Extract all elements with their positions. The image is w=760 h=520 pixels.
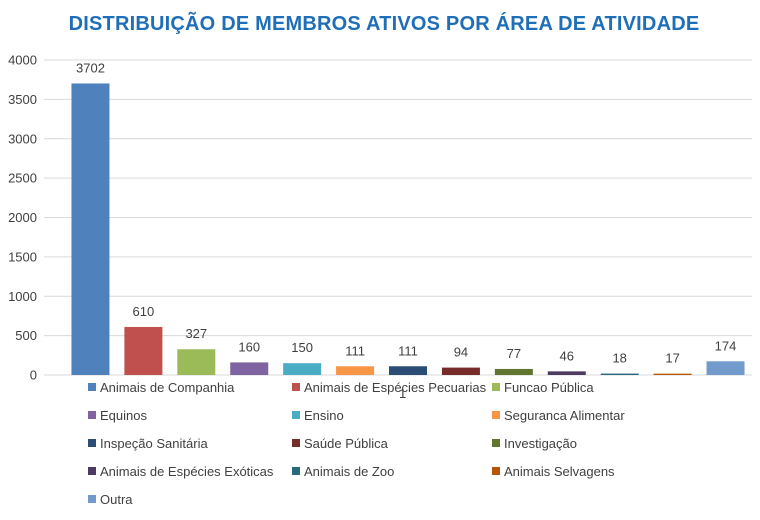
legend-item: Investigação	[492, 435, 577, 451]
legend-swatch	[88, 467, 96, 475]
bar	[336, 366, 375, 375]
y-tick-label: 4000	[8, 53, 37, 68]
y-tick-label: 3500	[8, 92, 37, 107]
bar	[547, 371, 586, 375]
bar-data-label: 174	[715, 338, 737, 353]
legend-label: Equinos	[100, 407, 147, 423]
bar	[653, 373, 692, 375]
legend-item: Inspeção Sanitária	[88, 435, 208, 451]
legend-swatch	[88, 411, 96, 419]
legend-label: Animais de Espécies Exóticas	[100, 463, 274, 479]
legend-swatch	[492, 439, 500, 447]
bar	[706, 361, 745, 375]
bar	[441, 367, 480, 375]
bar-data-label: 18	[612, 351, 626, 366]
y-tick-label: 500	[15, 328, 37, 343]
legend-swatch	[88, 495, 96, 503]
y-tick-label: 3000	[8, 131, 37, 146]
legend-swatch	[292, 383, 300, 391]
legend-item: Ensino	[292, 407, 344, 423]
legend-item: Animais de Zoo	[292, 463, 394, 479]
legend-label: Saúde Pública	[304, 435, 388, 451]
y-tick-label: 0	[30, 368, 37, 383]
bar	[124, 326, 163, 375]
legend-swatch	[492, 467, 500, 475]
bars	[71, 83, 745, 375]
bar-data-label: 94	[454, 345, 468, 360]
bar-data-label: 3702	[76, 60, 105, 75]
legend-item: Outra	[88, 491, 133, 507]
data-labels: 3702 610 327 160 150 111 111 94 77 46 18 17 174	[76, 60, 736, 365]
legend-label: Animais Selvagens	[504, 463, 615, 479]
bar	[494, 368, 533, 375]
legend-item: Animais de Companhia	[88, 379, 234, 395]
legend-item: Funcao Pública	[492, 379, 594, 395]
legend-swatch	[292, 467, 300, 475]
bar	[283, 363, 322, 375]
legend-item: Animais de Espécies Exóticas	[88, 463, 273, 479]
bar	[71, 83, 110, 375]
legend-label: Seguranca Alimentar	[504, 407, 625, 423]
bar	[177, 349, 216, 375]
legend-swatch	[492, 411, 500, 419]
bar-data-label: 77	[507, 346, 521, 361]
legend-label: Funcao Pública	[504, 379, 594, 395]
bar-data-label: 327	[185, 326, 207, 341]
y-axis-ticks: 0 500 1000 1500 2000 2500 3000 3500 4000	[8, 53, 37, 383]
legend-label: Inspeção Sanitária	[100, 435, 208, 451]
legend-label: Animais de Companhia	[100, 379, 235, 395]
legend-label: Animais de Espécies Pecuarias	[304, 379, 487, 395]
y-tick-label: 1500	[8, 249, 37, 264]
legend-swatch	[492, 383, 500, 391]
legend-item: Saúde Pública	[292, 435, 388, 451]
legend-swatch	[292, 439, 300, 447]
legend-item: Equinos	[88, 407, 147, 423]
bar-data-label: 111	[398, 343, 418, 358]
bar-data-label: 610	[133, 304, 155, 319]
legend-swatch	[292, 411, 300, 419]
bar-data-label: 150	[291, 340, 313, 355]
bar-data-label: 46	[560, 348, 574, 363]
chart-title: DISTRIBUIÇÃO DE MEMBROS ATIVOS POR ÁREA …	[68, 13, 700, 35]
legend-label: Outra	[100, 491, 133, 507]
legend-item: Seguranca Alimentar	[492, 407, 625, 423]
bar	[389, 366, 427, 375]
bar-data-label: 111	[345, 343, 365, 358]
legend-swatch	[88, 383, 96, 391]
bar	[230, 362, 269, 375]
legend-label: Animais de Zoo	[304, 463, 395, 479]
y-tick-label: 1000	[8, 289, 37, 304]
legend-label: Ensino	[304, 407, 344, 423]
bar	[600, 373, 639, 375]
legend-item: Animais de Espécies Pecuarias	[292, 379, 486, 395]
bar-data-label: 17	[665, 351, 679, 366]
y-tick-label: 2000	[8, 210, 37, 225]
y-tick-label: 2500	[8, 171, 37, 186]
stray-data-label: 1	[399, 386, 407, 401]
legend-item: Animais Selvagens	[492, 463, 615, 479]
bar-data-label: 160	[238, 339, 260, 354]
legend-swatch	[88, 439, 96, 447]
legend-label: Investigação	[504, 435, 577, 451]
